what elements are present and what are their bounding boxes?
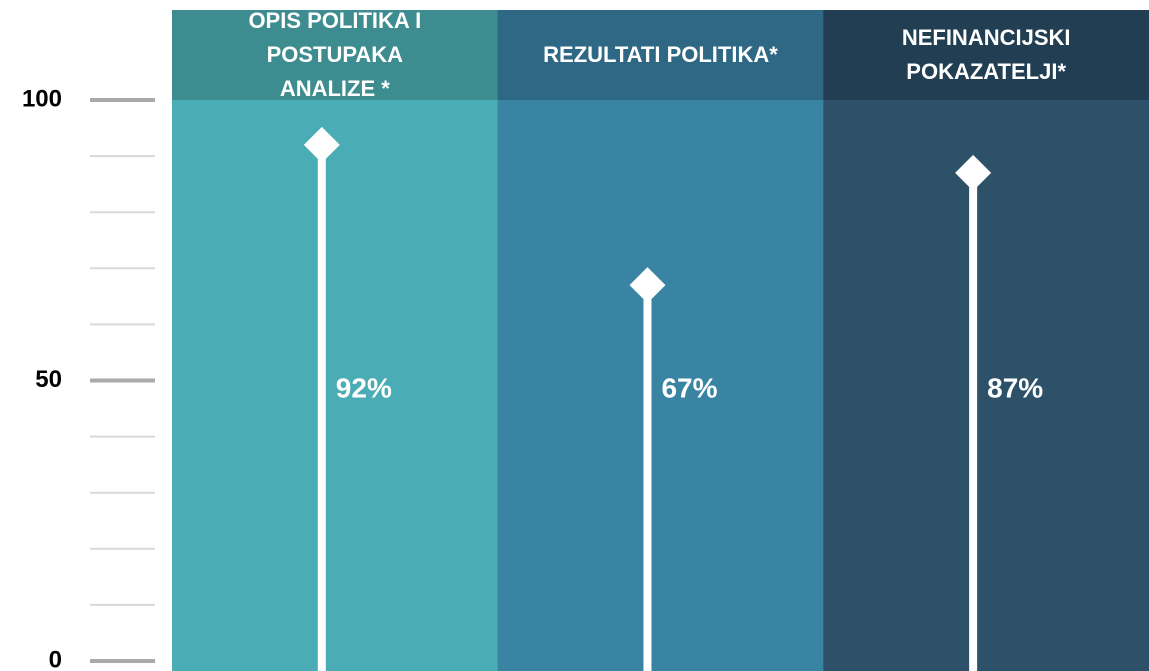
header-bg — [172, 10, 499, 100]
column-header: OPIS POLITIKA I POSTUPAKA ANALIZE * — [152, 10, 518, 100]
column-bg — [172, 100, 499, 671]
value-label: 67% — [661, 372, 717, 403]
marker — [303, 126, 340, 163]
value-label: 92% — [336, 372, 392, 403]
y-tick-label: 0 — [49, 646, 62, 671]
value-label: 87% — [987, 372, 1043, 403]
column-bg — [497, 100, 824, 671]
column-header-text: REZULTATI POLITIKA* — [543, 42, 778, 67]
y-tick-label: 100 — [22, 85, 62, 112]
header-bg — [497, 10, 824, 100]
marker — [955, 154, 992, 191]
column-bg — [823, 100, 1149, 671]
column-header: REZULTATI POLITIKA* — [478, 10, 844, 100]
y-tick-label: 50 — [35, 366, 62, 393]
column-header: NEFINANCIJSKI POKAZATELJI* — [803, 10, 1149, 100]
marker — [629, 267, 666, 304]
column-header-text: NEFINANCIJSKI POKAZATELJI* — [901, 25, 1071, 84]
column-header-text: OPIS POLITIKA I POSTUPAKA ANALIZE * — [248, 10, 422, 100]
header-bg — [823, 10, 1149, 100]
